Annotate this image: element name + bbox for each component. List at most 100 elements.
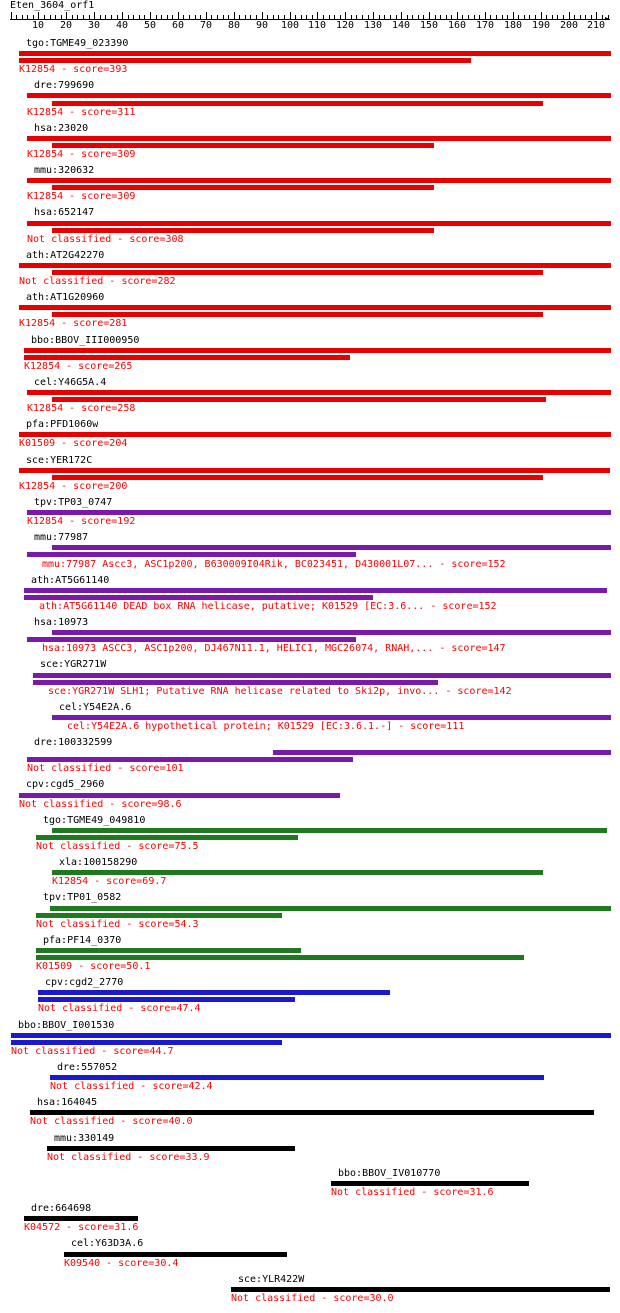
hit-description[interactable]: K12854 - score=200 xyxy=(19,481,128,492)
hit-description[interactable]: ath:AT5G61140 DEAD box RNA helicase, put… xyxy=(39,601,497,612)
hit-description[interactable]: Not classified - score=98.6 xyxy=(19,799,182,810)
hit-name[interactable]: ath:AT5G61140 xyxy=(31,575,110,586)
hit-bar[interactable] xyxy=(27,552,356,557)
hit-bar[interactable] xyxy=(52,870,543,875)
hit-bar[interactable] xyxy=(33,680,438,685)
hit-bar[interactable] xyxy=(24,595,373,600)
hit-description[interactable]: sce:YGR271W SLH1; Putative RNA helicase … xyxy=(48,686,512,697)
hit-bar[interactable] xyxy=(11,1040,282,1045)
hit-name[interactable]: cpv:cgd2_2770 xyxy=(45,977,124,988)
hit-bar[interactable] xyxy=(36,835,298,840)
hit-name[interactable]: hsa:10973 xyxy=(34,617,89,628)
hit-bar[interactable] xyxy=(27,178,611,183)
hit-bar[interactable] xyxy=(52,475,543,480)
hit-bar[interactable] xyxy=(24,348,611,353)
hit-bar[interactable] xyxy=(52,715,611,720)
hit-name[interactable]: sce:YGR271W xyxy=(40,659,107,670)
hit-name[interactable]: dre:100332599 xyxy=(34,737,113,748)
hit-name[interactable]: hsa:164045 xyxy=(37,1097,98,1108)
hit-name[interactable]: mmu:320632 xyxy=(34,165,95,176)
hit-name[interactable]: cpv:cgd5_2960 xyxy=(26,779,105,790)
hit-description[interactable]: Not classified - score=54.3 xyxy=(36,919,199,930)
hit-bar[interactable] xyxy=(50,1075,544,1080)
hit-description[interactable]: K12854 - score=309 xyxy=(27,149,136,160)
hit-description[interactable]: Not classified - score=47.4 xyxy=(38,1003,201,1014)
hit-description[interactable]: K09540 - score=30.4 xyxy=(64,1258,179,1269)
hit-bar[interactable] xyxy=(27,390,611,395)
hit-bar[interactable] xyxy=(27,510,611,515)
hit-bar[interactable] xyxy=(50,906,611,911)
hit-description[interactable]: Not classified - score=40.0 xyxy=(30,1116,193,1127)
hit-bar[interactable] xyxy=(47,1146,295,1151)
hit-description[interactable]: hsa:10973 ASCC3, ASC1p200, DJ467N11.1, H… xyxy=(42,643,506,654)
hit-bar[interactable] xyxy=(273,750,611,755)
hit-bar[interactable] xyxy=(52,545,611,550)
hit-bar[interactable] xyxy=(19,468,610,473)
hit-bar[interactable] xyxy=(38,990,390,995)
hit-bar[interactable] xyxy=(52,630,611,635)
hit-bar[interactable] xyxy=(52,101,543,106)
hit-name[interactable]: tgo:TGME49_049810 xyxy=(43,815,146,826)
hit-description[interactable]: K12854 - score=393 xyxy=(19,64,128,75)
hit-bar[interactable] xyxy=(24,1216,138,1221)
hit-description[interactable]: K01509 - score=50.1 xyxy=(36,961,151,972)
hit-name[interactable]: tpv:TP01_0582 xyxy=(43,892,122,903)
hit-description[interactable]: K12854 - score=265 xyxy=(24,361,133,372)
hit-bar[interactable] xyxy=(36,948,301,953)
hit-bar[interactable] xyxy=(11,1033,611,1038)
hit-description[interactable]: Not classified - score=44.7 xyxy=(11,1046,174,1057)
hit-bar[interactable] xyxy=(19,432,611,437)
hit-bar[interactable] xyxy=(19,793,340,798)
hit-description[interactable]: mmu:77987 Ascc3, ASC1p200, B630009I04Rik… xyxy=(42,559,506,570)
hit-description[interactable]: K12854 - score=192 xyxy=(27,516,136,527)
hit-description[interactable]: Not classified - score=33.9 xyxy=(47,1152,210,1163)
hit-name[interactable]: mmu:330149 xyxy=(54,1133,115,1144)
hit-description[interactable]: K12854 - score=281 xyxy=(19,318,128,329)
hit-bar[interactable] xyxy=(36,913,282,918)
hit-bar[interactable] xyxy=(19,305,611,310)
hit-bar[interactable] xyxy=(27,93,611,98)
hit-name[interactable]: pfa:PFD1060w xyxy=(26,419,99,430)
hit-bar[interactable] xyxy=(27,221,611,226)
hit-description[interactable]: K12854 - score=309 xyxy=(27,191,136,202)
hit-description[interactable]: cel:Y54E2A.6 hypothetical protein; K0152… xyxy=(67,721,465,732)
hit-name[interactable]: sce:YER172C xyxy=(26,455,93,466)
hit-name[interactable]: mmu:77987 xyxy=(34,532,89,543)
hit-name[interactable]: dre:799690 xyxy=(34,80,95,91)
hit-name[interactable]: tpv:TP03_0747 xyxy=(34,497,113,508)
hit-name[interactable]: xla:100158290 xyxy=(59,857,138,868)
hit-bar[interactable] xyxy=(27,637,356,642)
hit-bar[interactable] xyxy=(19,51,611,56)
hit-description[interactable]: K04572 - score=31.6 xyxy=(24,1222,139,1233)
hit-name[interactable]: bbo:BBOV_I001530 xyxy=(18,1020,115,1031)
hit-description[interactable]: K12854 - score=311 xyxy=(27,107,136,118)
hit-bar[interactable] xyxy=(38,997,295,1002)
hit-bar[interactable] xyxy=(52,228,434,233)
hit-description[interactable]: K12854 - score=258 xyxy=(27,403,136,414)
hit-bar[interactable] xyxy=(30,1110,594,1115)
hit-bar[interactable] xyxy=(64,1252,287,1257)
hit-name[interactable]: hsa:23020 xyxy=(34,123,89,134)
hit-name[interactable]: cel:Y46G5A.4 xyxy=(34,377,107,388)
hit-description[interactable]: Not classified - score=101 xyxy=(27,763,184,774)
hit-bar[interactable] xyxy=(27,136,611,141)
hit-bar[interactable] xyxy=(52,828,607,833)
hit-name[interactable]: pfa:PF14_0370 xyxy=(43,935,122,946)
hit-name[interactable]: ath:AT1G20960 xyxy=(26,292,105,303)
hit-bar[interactable] xyxy=(52,397,546,402)
hit-description[interactable]: Not classified - score=75.5 xyxy=(36,841,199,852)
hit-description[interactable]: Not classified - score=282 xyxy=(19,276,176,287)
hit-name[interactable]: hsa:652147 xyxy=(34,207,95,218)
hit-name[interactable]: bbo:BBOV_IV010770 xyxy=(338,1168,441,1179)
hit-description[interactable]: Not classified - score=30.0 xyxy=(231,1293,394,1304)
hit-bar[interactable] xyxy=(52,270,543,275)
hit-bar[interactable] xyxy=(24,355,350,360)
hit-name[interactable]: ath:AT2G42270 xyxy=(26,250,105,261)
hit-bar[interactable] xyxy=(52,185,434,190)
hit-bar[interactable] xyxy=(27,757,353,762)
hit-name[interactable]: cel:Y63D3A.6 xyxy=(71,1238,144,1249)
hit-bar[interactable] xyxy=(33,673,611,678)
hit-name[interactable]: sce:YLR422W xyxy=(238,1274,305,1285)
hit-bar[interactable] xyxy=(19,58,471,63)
hit-name[interactable]: bbo:BBOV_III000950 xyxy=(31,335,140,346)
